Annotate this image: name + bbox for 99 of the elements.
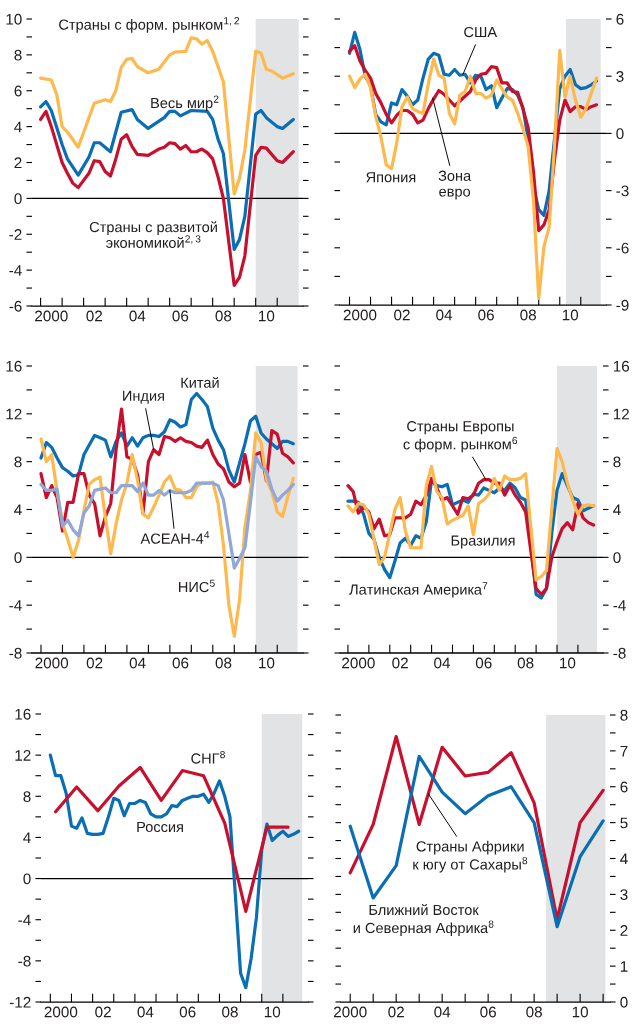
x-tick-label: 02 xyxy=(388,1006,404,1018)
annotation: Индия xyxy=(123,390,164,404)
y-tick-label: -12 xyxy=(9,996,31,1008)
x-tick-label: 2000 xyxy=(35,657,69,669)
y-tick-label: -8 xyxy=(9,647,22,659)
x-tick-label: 10 xyxy=(264,1006,281,1018)
x-tick-label: 08 xyxy=(526,1006,542,1018)
y-tick-label: 3 xyxy=(616,71,624,82)
y-tick-label: 4 xyxy=(14,504,22,516)
y-tick-label: 8 xyxy=(14,49,22,61)
x-tick-label: 04 xyxy=(436,309,453,321)
annotation: США xyxy=(464,26,498,38)
y-tick-label: 2 xyxy=(620,925,628,936)
series-label: Страны с развитой экономикой$^{2,3}$ xyxy=(89,221,217,248)
x-tick-label: 10 xyxy=(259,657,275,669)
x-tick-label: 2000 xyxy=(343,309,377,321)
x-tick-label: 04 xyxy=(137,1006,154,1018)
y-tick-label: 16 xyxy=(15,708,31,720)
y-tick-label: 8 xyxy=(23,791,31,802)
y-tick-label: 0 xyxy=(613,552,621,564)
annotation: Страны Африки к югу от Сахары$^{8}$ xyxy=(413,840,528,873)
y-tick-label: 1 xyxy=(620,961,628,972)
text: Латинская Америка$^{7}$ xyxy=(349,582,488,598)
series-label: НИС$^{5}$ xyxy=(179,579,215,593)
y-tick-label: -8 xyxy=(613,647,626,659)
x-tick-label: 08 xyxy=(520,309,536,321)
x-tick-label: 10 xyxy=(560,657,576,669)
x-tick-label: 04 xyxy=(129,657,146,669)
series-label: Россия xyxy=(137,821,183,833)
y-tick-label: 4 xyxy=(620,853,628,865)
y-tick-label: -3 xyxy=(616,185,629,197)
x-tick-label: 2000 xyxy=(44,1006,78,1018)
y-tick-label: 8 xyxy=(620,709,628,721)
y-tick-label: 8 xyxy=(14,456,22,468)
series-label: Весь мир$^{2}$ xyxy=(151,95,219,112)
x-tick-label: 04 xyxy=(129,310,146,322)
y-tick-label: 5 xyxy=(620,817,628,829)
y-tick-label: 0 xyxy=(14,193,22,205)
x-tick-label: 02 xyxy=(86,310,103,322)
y-tick-label: -6 xyxy=(9,300,22,312)
y-tick-label: 0 xyxy=(620,996,628,1008)
x-tick-label: 06 xyxy=(172,310,189,322)
y-tick-label: 4 xyxy=(23,832,31,843)
y-tick-label: 0 xyxy=(616,128,624,140)
annotation: АСЕАН-4$^{4}$ xyxy=(140,531,210,544)
series-label: Япония xyxy=(366,172,416,183)
x-tick-label: 2000 xyxy=(342,657,375,669)
x-tick-label: 06 xyxy=(179,1006,196,1018)
x-tick-label: 10 xyxy=(562,309,579,321)
y-tick-label: -9 xyxy=(616,299,629,311)
y-tick-label: -4 xyxy=(18,914,31,926)
y-tick-label: 4 xyxy=(613,504,621,516)
x-tick-label: 04 xyxy=(434,1006,451,1018)
y-tick-label: 8 xyxy=(613,456,621,468)
x-tick-label: 08 xyxy=(222,1006,238,1018)
y-tick-label: 6 xyxy=(616,13,624,25)
series-label: Бразилия xyxy=(451,535,515,549)
y-tick-label: 12 xyxy=(6,408,22,420)
x-tick-label: 06 xyxy=(480,1006,496,1018)
y-tick-label: -2 xyxy=(9,229,22,240)
y-tick-label: -6 xyxy=(616,242,629,254)
y-tick-label: 0 xyxy=(14,552,22,564)
y-tick-label: 2 xyxy=(14,157,22,169)
y-tick-label: 6 xyxy=(14,85,22,97)
annotation: Зона евро xyxy=(438,170,472,200)
x-tick-label: 08 xyxy=(215,310,232,322)
x-tick-label: 08 xyxy=(517,657,534,669)
y-tick-label: 10 xyxy=(6,13,22,25)
y-tick-label: 12 xyxy=(613,408,629,420)
y-tick-label: 3 xyxy=(620,889,628,901)
y-tick-label: 6 xyxy=(620,781,628,793)
series-label: Ближний Восток и Северная Африка$^{8}$ xyxy=(353,904,494,936)
series-label: Страны с форм. рынком$^{1,2}$ xyxy=(59,17,240,33)
x-tick-label: 02 xyxy=(392,657,408,669)
y-tick-label: -4 xyxy=(9,265,22,276)
x-tick-label: 06 xyxy=(172,657,189,669)
y-tick-label: -8 xyxy=(18,955,31,967)
x-tick-label: 02 xyxy=(86,657,103,669)
x-tick-label: 10 xyxy=(572,1006,589,1018)
x-tick-label: 04 xyxy=(434,657,451,669)
x-tick-label: 10 xyxy=(259,310,275,322)
x-tick-label: 02 xyxy=(394,309,410,321)
y-tick-label: 16 xyxy=(613,360,630,372)
y-tick-label: 0 xyxy=(23,873,31,885)
x-tick-label: 02 xyxy=(95,1006,111,1018)
x-tick-label: 06 xyxy=(478,309,494,321)
x-tick-label: 2000 xyxy=(35,310,68,322)
x-tick-label: 2000 xyxy=(333,1006,367,1018)
x-tick-label: 08 xyxy=(215,657,232,669)
y-tick-label: 7 xyxy=(620,745,628,757)
y-tick-label: -4 xyxy=(613,600,626,611)
y-tick-label: 4 xyxy=(14,121,22,133)
y-tick-label: 12 xyxy=(15,750,31,761)
x-tick-label: 06 xyxy=(475,657,492,669)
y-tick-label: 16 xyxy=(6,360,22,372)
series-label: Китай xyxy=(181,376,219,388)
y-tick-label: -4 xyxy=(9,600,22,611)
series-label: СНГ$^{8}$ xyxy=(191,751,225,764)
annotation: Страны Европы с форм. рынком$^{6}$ xyxy=(403,421,518,453)
